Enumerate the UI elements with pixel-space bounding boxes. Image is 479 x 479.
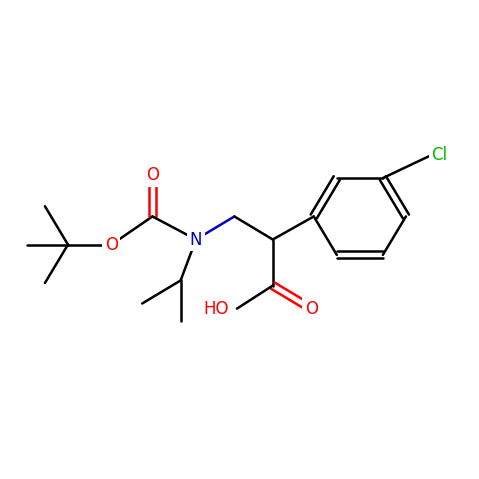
Text: N: N <box>190 230 202 249</box>
Text: O: O <box>146 167 159 184</box>
Text: HO: HO <box>204 300 229 318</box>
Text: O: O <box>305 300 318 318</box>
Text: Cl: Cl <box>432 146 448 164</box>
Text: O: O <box>105 236 118 253</box>
